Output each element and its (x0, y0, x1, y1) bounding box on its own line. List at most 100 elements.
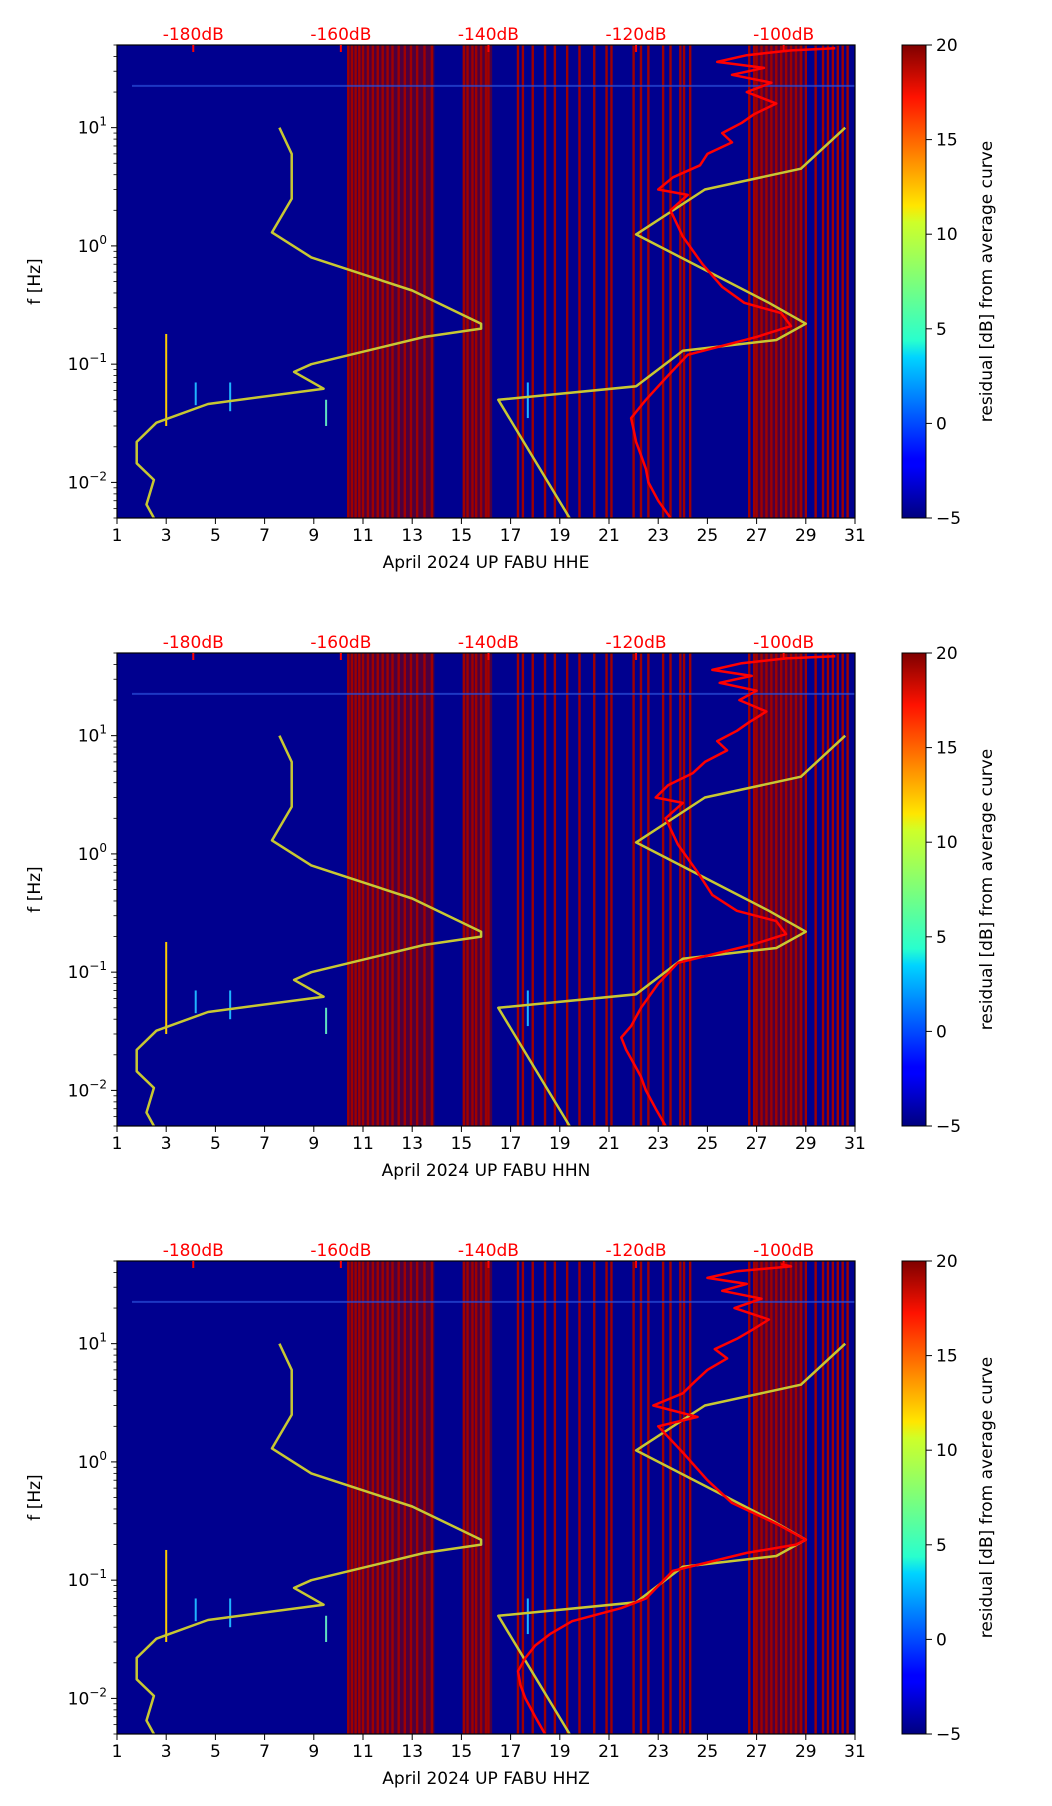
heatmap-red-column (679, 1261, 682, 1734)
heatmap-red-column (639, 45, 643, 518)
x-tick-label: 29 (795, 526, 817, 546)
heatmap-red-column (748, 45, 751, 518)
x-tick-label: 31 (844, 1134, 866, 1154)
heatmap-red-column (484, 1261, 488, 1734)
x-tick-label: 29 (795, 1134, 817, 1154)
x-tick-label: 23 (647, 526, 669, 546)
heatmap-spike (526, 382, 529, 419)
heatmap-red-column (578, 1261, 581, 1734)
median-psd-curve (629, 46, 836, 519)
heatmap-red-column (752, 1261, 756, 1734)
heatmap-red-column (682, 1261, 686, 1734)
colorbar-tick-label: −5 (936, 1117, 961, 1137)
heatmap-red-column (516, 1261, 520, 1734)
y-tick-label: 10−2 (68, 1685, 107, 1709)
y-tick-label: 10−1 (68, 959, 107, 983)
colorbar-tick-label: 10 (936, 833, 958, 853)
heatmap-red-column (553, 653, 557, 1126)
top-axis-label: -140dB (458, 633, 519, 653)
colorbar-label: residual [dB] from average curve (977, 141, 997, 422)
y-tick-label: 101 (78, 115, 107, 139)
colorbar-tick-label: 15 (936, 131, 958, 151)
y-tick-label: 101 (78, 1331, 107, 1355)
heatmap-red-column (361, 1261, 365, 1734)
x-tick-label: 7 (259, 1134, 270, 1154)
heatmap-red-column (748, 1261, 751, 1734)
heatmap-red-column (479, 45, 483, 518)
heatmap-red-column (841, 653, 844, 1126)
heatmap-red-column (350, 45, 354, 518)
heatmap-spike (526, 990, 529, 1027)
heatmap-red-block (348, 45, 435, 518)
heatmap-red-column (765, 45, 768, 518)
heatmap-red-column (770, 653, 773, 1126)
heatmap-spike (229, 382, 232, 412)
top-axis-label: -180dB (163, 25, 224, 45)
colorbar-tick-label: 5 (936, 928, 947, 948)
top-axis-label: -180dB (163, 1241, 224, 1261)
colorbar-tick-label: 0 (936, 1630, 947, 1650)
heatmap-red-column (775, 1261, 778, 1734)
x-tick-label: 15 (451, 1134, 473, 1154)
heatmap-red-column (826, 45, 830, 518)
heatmap-spike (325, 1615, 328, 1642)
heatmap-red-column (347, 653, 350, 1126)
noise-model-curve (135, 735, 483, 1127)
colorbar-tick-label: 5 (936, 320, 947, 340)
heatmap-red-column (755, 653, 758, 1126)
heatmap-red-column (755, 45, 758, 518)
heatmap-red-column (366, 1261, 370, 1734)
heatmap-red-column (755, 1261, 758, 1734)
heatmap-red-column (391, 45, 394, 518)
heatmap-red-column (371, 1261, 375, 1734)
heatmap-red-column (610, 653, 613, 1126)
x-tick-label: 9 (308, 1134, 319, 1154)
colorbar-tick-label: −5 (936, 1725, 961, 1745)
y-axis-label: f [Hz] (25, 866, 45, 912)
heatmap-red-column (794, 1261, 798, 1734)
heatmap-red-column (814, 45, 817, 518)
heatmap-spike (325, 1007, 328, 1034)
heatmap-red-block (348, 1261, 435, 1734)
heatmap-red-column (841, 45, 844, 518)
colorbar-label: residual [dB] from average curve (977, 1357, 997, 1638)
heatmap-red-column (462, 45, 466, 518)
heatmap-red-column (752, 653, 756, 1126)
heatmap-red-column (565, 653, 569, 1126)
colorbar-tick-label: 20 (936, 36, 958, 56)
x-tick-label: 1 (112, 526, 123, 546)
heatmap-spike (194, 1598, 197, 1622)
heatmap-red-column (531, 653, 534, 1126)
heatmap-red-column (799, 653, 803, 1126)
heatmap-red-column (760, 45, 763, 518)
heatmap-red-column (765, 653, 768, 1126)
x-tick-label: 27 (746, 526, 768, 546)
heatmap-red-column (789, 653, 793, 1126)
x-tick-label: 3 (161, 526, 172, 546)
x-tick-label: 15 (451, 1742, 473, 1762)
heatmap-red-column (397, 1261, 400, 1734)
colorbar-tick-label: −5 (936, 509, 961, 529)
heatmap-red-column (409, 45, 413, 518)
heatmap-red-column (409, 1261, 413, 1734)
heatmap-red-column (760, 653, 763, 1126)
heatmap-red-column (565, 45, 569, 518)
heatmap-red-column (780, 1261, 783, 1734)
heatmap-red-column (543, 45, 547, 518)
y-axis-label: f [Hz] (25, 258, 45, 304)
top-axis-label: -160dB (310, 1241, 371, 1261)
heatmap-red-column (826, 1261, 830, 1734)
y-tick-label: 10−1 (68, 351, 107, 375)
x-tick-label: 9 (308, 1742, 319, 1762)
heatmap-red-column (669, 1261, 672, 1734)
noise-model-curve (135, 127, 483, 519)
heatmap-red-column (479, 1261, 483, 1734)
heatmap-red-column (826, 653, 830, 1126)
noise-model-curve (497, 734, 847, 1127)
x-tick-label: 19 (549, 1742, 571, 1762)
top-axis-label: -140dB (458, 1241, 519, 1261)
heatmap-red-column (780, 45, 783, 518)
heatmap-red-column (521, 1261, 525, 1734)
